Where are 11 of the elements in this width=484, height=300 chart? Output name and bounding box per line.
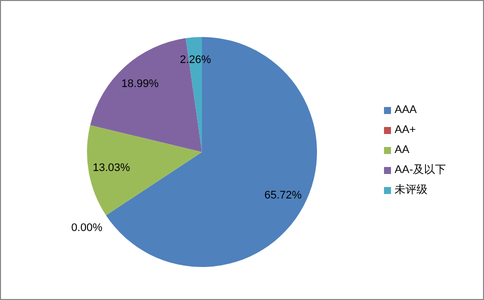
legend-label: AA [394,144,410,156]
legend-label: AAA [394,104,417,116]
pie-slice [87,125,202,216]
data-label: 2.26% [180,54,212,66]
data-label: 18.99% [121,78,159,90]
legend-label: 未评级 [394,184,428,196]
data-label: 13.03% [92,162,130,174]
text: 0.00% [71,222,102,234]
data-label: 65.72% [264,190,302,202]
legend-label: AA+ [394,124,416,136]
legend-label: AA-及以下 [394,164,446,176]
